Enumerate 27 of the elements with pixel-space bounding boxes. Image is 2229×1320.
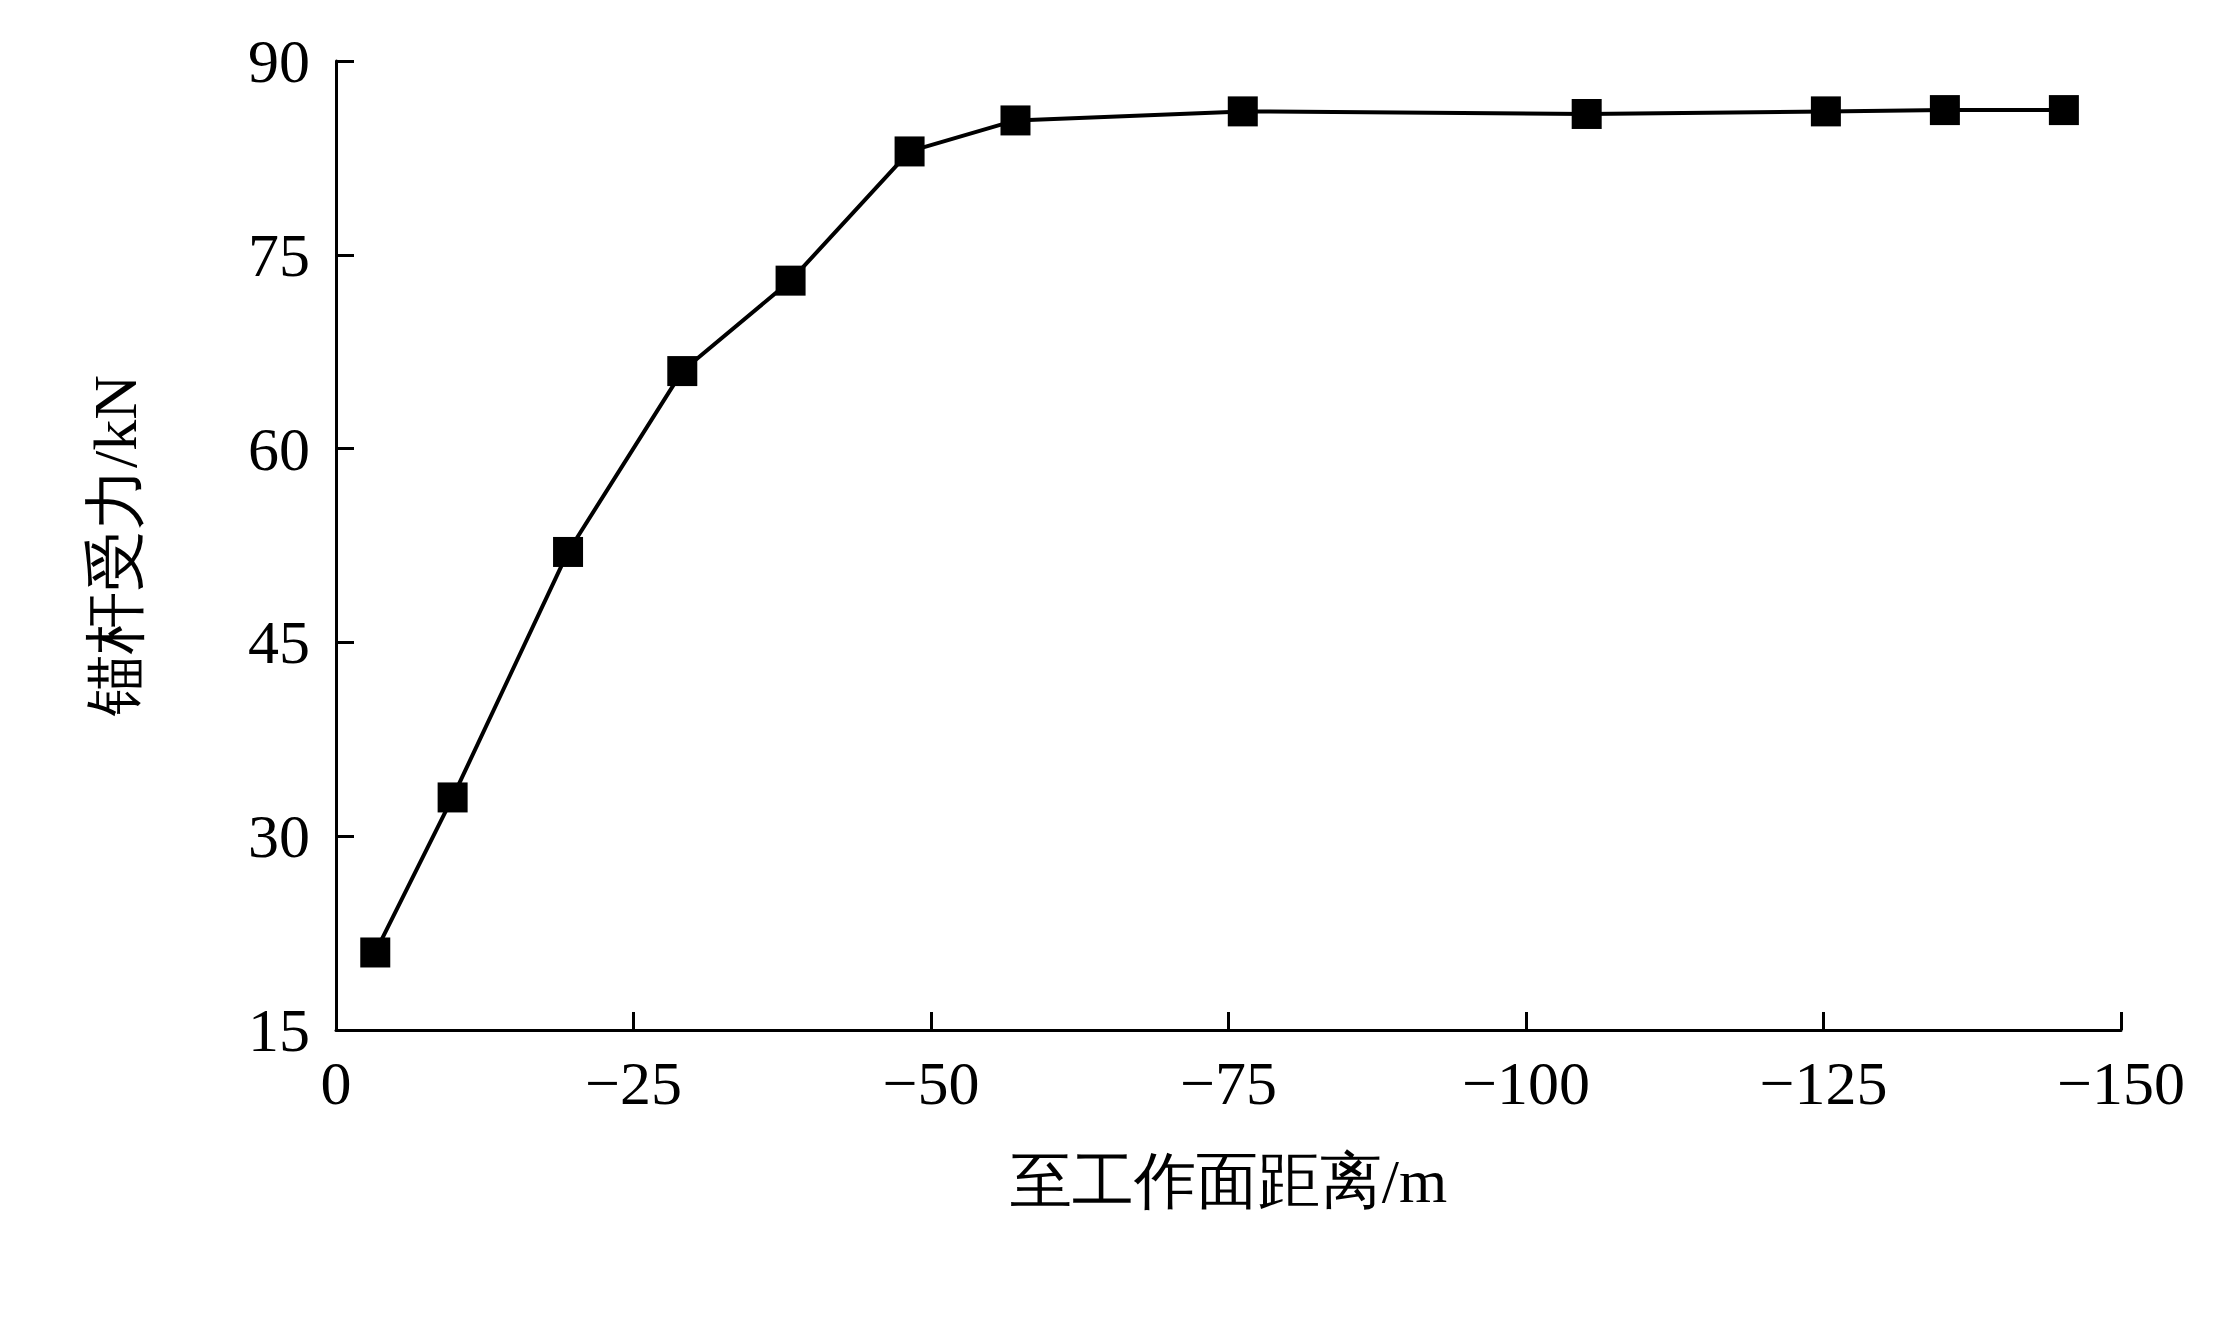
point	[1810, 96, 1841, 127]
x-tick-label: −150	[2057, 1049, 2185, 1117]
y-axis-title: 锚杆受力/kN	[81, 375, 149, 717]
point	[2048, 95, 2079, 126]
point	[1571, 98, 1602, 129]
point	[667, 356, 698, 387]
x-tick-label: −25	[585, 1049, 682, 1117]
point	[437, 782, 468, 813]
y-tick-label: 15	[248, 996, 310, 1064]
point	[553, 536, 584, 567]
y-tick-label: 75	[248, 220, 310, 289]
y-tick-label: 90	[248, 27, 310, 95]
y-tick-label: 45	[248, 608, 310, 677]
y-tick-label: 60	[248, 414, 310, 483]
x-tick-label: −75	[1180, 1049, 1277, 1117]
point	[360, 937, 391, 968]
point	[1227, 96, 1258, 127]
x-tick-label: −50	[882, 1049, 980, 1117]
x-tick-label: 0	[320, 1049, 352, 1117]
point	[775, 265, 806, 296]
point	[1929, 95, 1960, 126]
x-tick-label: −100	[1462, 1049, 1590, 1117]
point	[1000, 105, 1031, 136]
y-tick-label: 30	[248, 802, 310, 871]
point	[894, 136, 925, 167]
x-axis-title: 至工作面距离/m	[1009, 1147, 1448, 1215]
x-tick-label: −125	[1759, 1049, 1888, 1117]
